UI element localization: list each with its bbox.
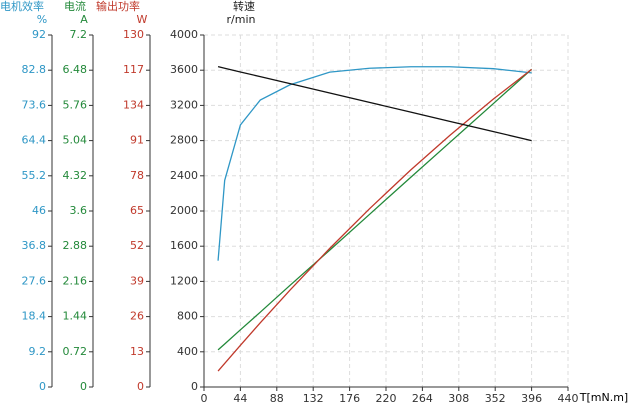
axis-unit: % — [37, 13, 47, 26]
y-tick-label: 64.4 — [22, 134, 47, 147]
y-tick-label: 800 — [177, 310, 198, 323]
x-tick-label: 440 — [558, 392, 579, 405]
y-tick-label: 1.44 — [63, 310, 88, 323]
y-tick-label: 2.16 — [63, 274, 88, 287]
y-tick-label: 39 — [130, 274, 144, 287]
y-tick-label: 3200 — [170, 98, 198, 111]
axis-title: 电流 — [64, 0, 86, 13]
y-tick-label: 73.6 — [22, 98, 47, 111]
y-tick-label: 9.2 — [29, 345, 47, 358]
y-tick-label: 130 — [123, 28, 144, 41]
y-tick-label: 0 — [39, 380, 46, 393]
y-tick-label: 2.88 — [63, 239, 88, 252]
y-tick-label: 26 — [130, 310, 144, 323]
y-tick-label: 5.04 — [63, 134, 88, 147]
y-tick-label: 3600 — [170, 63, 198, 76]
axis-title: 电机效率 — [0, 0, 44, 13]
series-line — [217, 66, 532, 261]
y-tick-label: 6.48 — [63, 63, 88, 76]
y-tick-label: 13 — [130, 345, 144, 358]
x-tick-label: 352 — [485, 392, 506, 405]
series-line — [217, 66, 532, 142]
x-tick-label: 264 — [412, 392, 433, 405]
axis-unit: r/min — [227, 13, 256, 26]
x-tick-label: 0 — [201, 392, 208, 405]
y-tick-label: 52 — [130, 239, 144, 252]
y-tick-label: 78 — [130, 169, 144, 182]
y-tick-label: 1200 — [170, 274, 198, 287]
y-tick-label: 0 — [80, 380, 87, 393]
y-tick-label: 117 — [123, 63, 144, 76]
y-tick-label: 91 — [130, 134, 144, 147]
x-tick-label: 88 — [270, 392, 284, 405]
y-tick-label: 400 — [177, 345, 198, 358]
series-line — [217, 68, 533, 351]
y-tick-label: 4000 — [170, 28, 198, 41]
x-tick-label: 44 — [233, 392, 247, 405]
y-tick-label: 2800 — [170, 134, 198, 147]
y-tick-label: 3.6 — [70, 204, 88, 217]
y-tick-label: 134 — [123, 98, 144, 111]
y-tick-label: 7.2 — [70, 28, 88, 41]
x-tick-label: 220 — [376, 392, 397, 405]
y-tick-label: 27.6 — [22, 274, 47, 287]
x-axis-label: T[mN.m] — [579, 391, 628, 404]
y-tick-label: 4.32 — [63, 169, 88, 182]
y-tick-label: 5.76 — [63, 98, 88, 111]
axis-unit: A — [80, 13, 88, 26]
y-tick-label: 1600 — [170, 239, 198, 252]
y-tick-label: 82.8 — [22, 63, 47, 76]
y-tick-label: 0.72 — [63, 345, 88, 358]
y-tick-label: 0 — [137, 380, 144, 393]
axis-title: 输出功率 — [96, 0, 140, 13]
y-tick-label: 55.2 — [22, 169, 47, 182]
axis-title: 转速 — [233, 0, 255, 13]
series-line — [217, 68, 532, 372]
y-tick-label: 65 — [130, 204, 144, 217]
y-tick-label: 2400 — [170, 169, 198, 182]
x-tick-label: 308 — [448, 392, 469, 405]
y-tick-label: 2000 — [170, 204, 198, 217]
y-tick-label: 36.8 — [22, 239, 47, 252]
x-tick-label: 132 — [303, 392, 324, 405]
x-tick-label: 176 — [339, 392, 360, 405]
y-tick-label: 18.4 — [22, 310, 47, 323]
axis-unit: W — [137, 13, 148, 26]
x-tick-label: 396 — [521, 392, 542, 405]
y-tick-label: 46 — [32, 204, 46, 217]
y-tick-label: 0 — [191, 380, 198, 393]
y-tick-label: 92 — [32, 28, 46, 41]
